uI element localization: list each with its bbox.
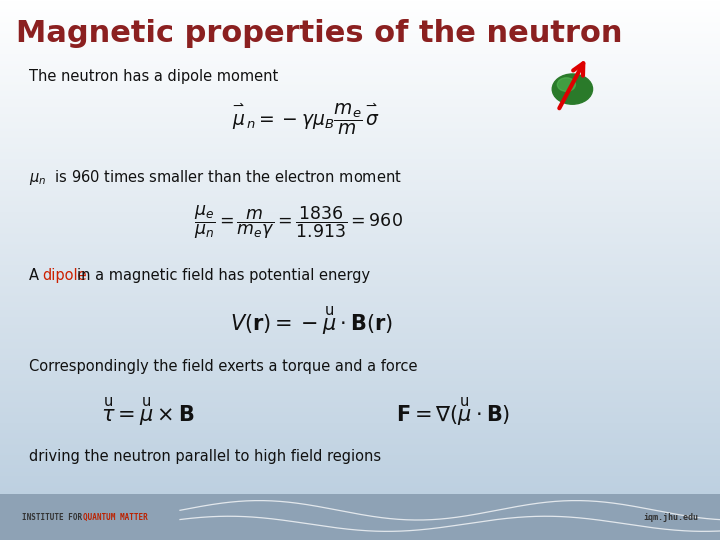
Text: Magnetic properties of the neutron: Magnetic properties of the neutron — [16, 19, 622, 48]
Text: $\dfrac{\mu_e}{\mu_n} = \dfrac{m}{m_e\gamma} = \dfrac{1836}{1.913} = 960$: $\dfrac{\mu_e}{\mu_n} = \dfrac{m}{m_e\ga… — [194, 204, 403, 241]
Text: $\overset{\mathrm{u}}{\tau} = \overset{\mathrm{u}}{\mu}\times\mathbf{B}$: $\overset{\mathrm{u}}{\tau} = \overset{\… — [101, 395, 194, 429]
Text: QUANTUM MATTER: QUANTUM MATTER — [83, 513, 148, 522]
Circle shape — [552, 74, 593, 104]
Text: dipole: dipole — [42, 268, 86, 283]
Text: $V(\mathbf{r}) = -\overset{\mathrm{u}}{\mu}\cdot\mathbf{B}(\mathbf{r})$: $V(\mathbf{r}) = -\overset{\mathrm{u}}{\… — [230, 304, 393, 338]
Text: in a magnetic field has potential energy: in a magnetic field has potential energy — [77, 268, 370, 283]
Circle shape — [557, 78, 575, 91]
Text: $\mu_n$  is 960 times smaller than the electron moment: $\mu_n$ is 960 times smaller than the el… — [29, 167, 402, 187]
Text: Correspondingly the field exerts a torque and a force: Correspondingly the field exerts a torqu… — [29, 359, 418, 374]
Text: A: A — [29, 268, 43, 283]
Text: iqm.jhu.edu: iqm.jhu.edu — [644, 513, 698, 522]
Text: The neutron has a dipole moment: The neutron has a dipole moment — [29, 69, 278, 84]
Text: driving the neutron parallel to high field regions: driving the neutron parallel to high fie… — [29, 449, 381, 464]
Text: INSTITUTE FOR: INSTITUTE FOR — [22, 513, 86, 522]
Text: $\mathbf{F} = \nabla(\overset{\mathrm{u}}{\mu}\cdot\mathbf{B})$: $\mathbf{F} = \nabla(\overset{\mathrm{u}… — [396, 395, 510, 429]
Text: $\overset{\rightharpoonup}{\mu}_n = -\gamma\mu_B \dfrac{m_e}{m}\overset{\rightha: $\overset{\rightharpoonup}{\mu}_n = -\ga… — [230, 102, 379, 138]
